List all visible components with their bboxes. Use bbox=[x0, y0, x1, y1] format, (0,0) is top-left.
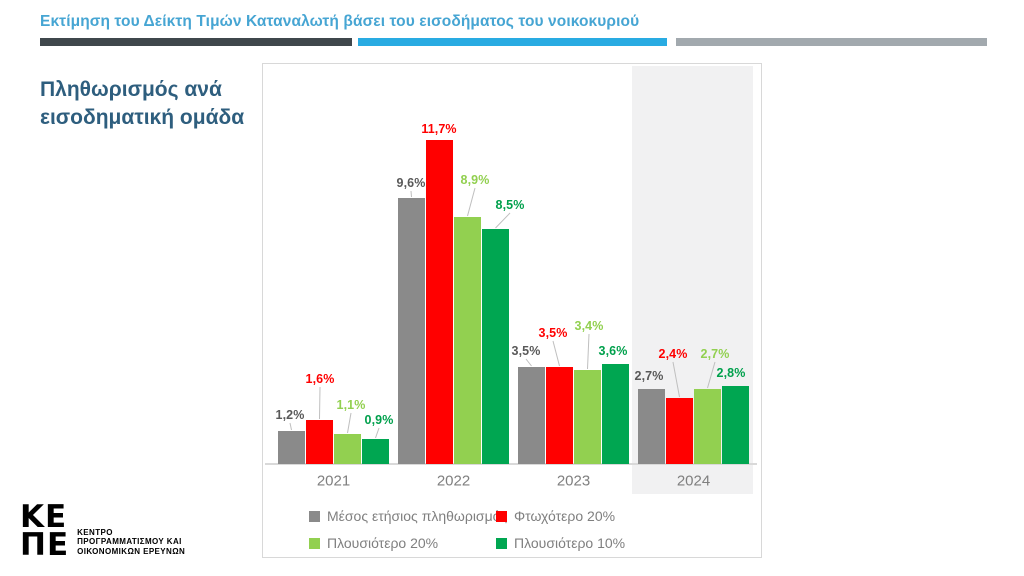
bar-2024-series-3 bbox=[722, 386, 749, 464]
category-label-2023: 2023 bbox=[556, 472, 591, 490]
chart-title: Πληθωρισμός ανά εισοδηματική ομάδα bbox=[40, 78, 245, 129]
legend-item-series-2: Πλουσιότερο 20% bbox=[309, 535, 438, 551]
legend-item-series-3: Πλουσιότερο 10% bbox=[496, 535, 625, 551]
kepe-org-line-2: ΠΡΟΓΡΑΜΜΑΤΙΣΜΟΥ ΚΑΙ bbox=[77, 537, 182, 546]
kepe-org-name: ΚΕΝΤΡΟ ΠΡΟΓΡΑΜΜΑΤΙΣΜΟΥ ΚΑΙ ΟΙΚΟΝΟΜΙΚΩΝ Ε… bbox=[77, 528, 185, 560]
bar-value-label-2024-series-2: 2,7% bbox=[700, 347, 730, 361]
kepe-org-line-3: ΟΙΚΟΝΟΜΙΚΩΝ ΕΡΕΥΝΩΝ bbox=[77, 546, 186, 556]
bar-value-label-2021-series-2: 1,1% bbox=[336, 398, 366, 412]
bar-value-label-2023-series-2: 3,4% bbox=[574, 319, 604, 333]
kepe-logo-mark: ΚΕ ΠΕ bbox=[20, 499, 70, 563]
bar-value-label-2024-series-3: 2,8% bbox=[716, 366, 746, 380]
legend-swatch-icon bbox=[496, 511, 507, 522]
legend-swatch-icon bbox=[309, 511, 320, 522]
bar-value-label-2023-series-3: 3,6% bbox=[598, 344, 628, 358]
bar-2023-series-1 bbox=[546, 367, 573, 464]
kepe-logo-mark-bottom: ΠΕ bbox=[20, 527, 70, 563]
x-axis-line bbox=[265, 463, 757, 465]
bar-value-label-2022-series-2: 8,9% bbox=[460, 173, 490, 187]
bar-value-label-2023-series-1: 3,5% bbox=[538, 326, 568, 340]
bar-2023-series-0 bbox=[518, 367, 545, 464]
kepe-logo-mark-top: ΚΕ bbox=[20, 499, 68, 535]
bar-value-label-2024-series-0: 2,7% bbox=[634, 369, 664, 383]
legend-label: Μέσος ετήσιος πληθωρισμός bbox=[327, 508, 508, 524]
header-accent-bar-dark bbox=[40, 38, 352, 46]
legend-swatch-icon bbox=[496, 538, 507, 549]
header-accent-bar-gray bbox=[676, 38, 987, 46]
legend-label: Πλουσιότερο 10% bbox=[514, 535, 626, 551]
bar-2021-series-1 bbox=[306, 420, 333, 464]
kepe-logo-block: ΚΕ ΠΕ ΚΕΝΤΡΟ ΠΡΟΓΡΑΜΜΑΤΙΣΜΟΥ ΚΑΙ ΟΙΚΟΝΟΜ… bbox=[20, 499, 185, 563]
legend-label: Πλουσιότερο 20% bbox=[327, 535, 439, 551]
bar-2023-series-3 bbox=[602, 364, 629, 464]
bar-2022-series-1 bbox=[426, 140, 453, 464]
bar-value-label-2021-series-0: 1,2% bbox=[275, 408, 305, 422]
legend-item-series-1: Φτωχότερο 20% bbox=[496, 508, 615, 524]
bar-2021-series-2 bbox=[334, 434, 361, 464]
bar-2022-series-3 bbox=[482, 229, 509, 464]
category-label-2021: 2021 bbox=[316, 472, 351, 490]
chart-panel: 1,2% 9,6% 3,5% 2,7% 1,6% 11,7% 3,5% 2,4% 1,1% 8,9… bbox=[262, 63, 762, 558]
bar-2024-series-0 bbox=[638, 389, 665, 464]
legend-item-series-0: Μέσος ετήσιος πληθωρισμός bbox=[309, 508, 507, 524]
category-label-2024: 2024 bbox=[676, 472, 711, 490]
legend-swatch-icon bbox=[309, 538, 320, 549]
bar-value-label-2022-series-1: 11,7% bbox=[421, 122, 457, 136]
bar-2023-series-2 bbox=[574, 370, 601, 464]
bar-value-label-2021-series-1: 1,6% bbox=[305, 372, 335, 386]
header-accent-bar-blue bbox=[358, 38, 667, 46]
bar-2024-series-1 bbox=[666, 398, 693, 464]
bar-2021-series-3 bbox=[362, 439, 389, 464]
bar-value-label-2023-series-0: 3,5% bbox=[511, 344, 541, 358]
bar-value-label-2021-series-3: 0,9% bbox=[364, 413, 394, 427]
bar-value-label-2022-series-0: 9,6% bbox=[396, 176, 426, 190]
bar-value-label-2022-series-3: 8,5% bbox=[495, 198, 525, 212]
legend-label: Φτωχότερο 20% bbox=[514, 508, 616, 524]
bar-value-label-2024-series-1: 2,4% bbox=[658, 347, 688, 361]
bar-2021-series-0 bbox=[278, 431, 305, 464]
slide-header-title: Εκτίμηση του Δείκτη Τιμών Καταναλωτή βάσ… bbox=[40, 13, 640, 30]
bar-2024-series-2 bbox=[694, 389, 721, 464]
bar-2022-series-0 bbox=[398, 198, 425, 464]
bar-2022-series-2 bbox=[454, 217, 481, 464]
category-label-2022: 2022 bbox=[436, 472, 471, 490]
kepe-org-line-1: ΚΕΝΤΡΟ bbox=[77, 527, 113, 537]
